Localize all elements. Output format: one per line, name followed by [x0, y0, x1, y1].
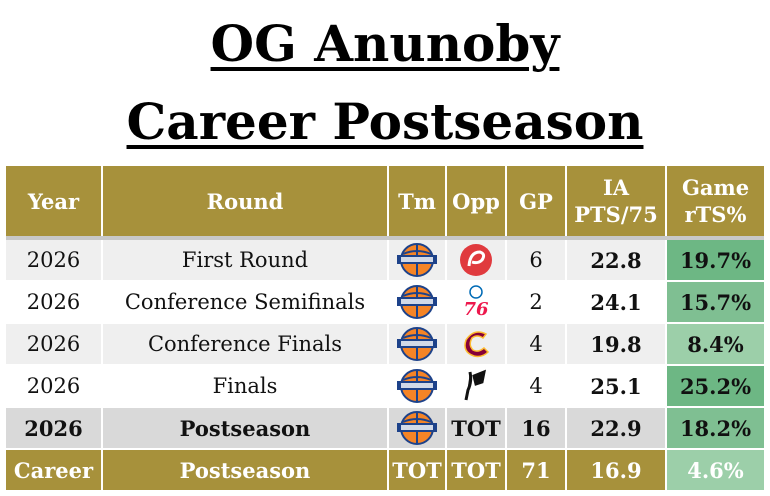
- header-line: IA: [602, 175, 630, 200]
- header-line: rTS%: [684, 202, 747, 227]
- year-cell: 2026: [6, 323, 103, 366]
- table-row: 2026 Conference Finals 4 19.8 8.4%: [6, 323, 764, 366]
- title: OG Anunoby: [210, 14, 560, 73]
- opponent-logo: 76: [463, 285, 489, 320]
- team-logo: [397, 243, 437, 277]
- gp-cell: 4: [506, 365, 567, 408]
- column-header: Opp: [446, 166, 507, 240]
- column-header: Year: [6, 166, 103, 240]
- column-header: Tm: [388, 166, 447, 240]
- ia-cell: 22.8: [566, 238, 667, 282]
- ia-cell: 22.9: [566, 407, 667, 450]
- table-row: 2026 Postseason TOT 16 22.9 18.2%: [6, 407, 764, 450]
- year-cell: 2026: [6, 281, 103, 324]
- round-cell: First Round: [102, 238, 389, 282]
- team-logo: [397, 285, 437, 319]
- opp-cell: [446, 323, 507, 366]
- team-logo: [397, 369, 437, 403]
- round-cell: Finals: [102, 365, 389, 408]
- header-line: Game: [681, 175, 750, 200]
- team-cell: [388, 323, 447, 366]
- header-line: PTS/75: [574, 202, 658, 227]
- gp-cell: 71: [506, 449, 567, 492]
- team-logo: [397, 411, 437, 445]
- year-cell: 2026: [6, 238, 103, 282]
- table-row: 2026 Finals 4 25.1 25.2%: [6, 365, 764, 408]
- round-cell: Conference Semifinals: [102, 281, 389, 324]
- ia-cell: 19.8: [566, 323, 667, 366]
- opp-cell: TOT: [446, 449, 507, 492]
- table-body: 2026 First Round 6 22.8 19.7% 2026 Conference …: [6, 238, 764, 492]
- team-cell: [388, 365, 447, 408]
- rts-cell: 4.6%: [666, 449, 764, 492]
- table-row: 2026 First Round 6 22.8 19.7%: [6, 238, 764, 282]
- ia-cell: 16.9: [566, 449, 667, 492]
- stats-table: Year Round Tm Opp GP IA PTS/75 Game rTS% 2…: [6, 166, 764, 492]
- opponent-logo: [464, 331, 490, 358]
- opponent-logo: [460, 244, 492, 276]
- opp-cell: 76: [446, 281, 507, 324]
- table-row: Career Postseason TOT TOT 71 16.9 4.6%: [6, 449, 764, 492]
- gp-cell: 2: [506, 281, 567, 324]
- svg-text:76: 76: [463, 299, 489, 320]
- rts-cell: 18.2%: [666, 407, 764, 450]
- year-cell: 2026: [6, 365, 103, 408]
- ia-cell: 24.1: [566, 281, 667, 324]
- title: Career Postseason: [126, 92, 644, 151]
- round-cell: Postseason: [102, 449, 389, 492]
- gp-cell: 6: [506, 238, 567, 282]
- team-cell: TOT: [388, 449, 447, 492]
- opp-cell: TOT: [446, 407, 507, 450]
- team-cell: [388, 281, 447, 324]
- rts-cell: 15.7%: [666, 281, 764, 324]
- gp-cell: 16: [506, 407, 567, 450]
- rts-cell: 8.4%: [666, 323, 764, 366]
- opponent-logo: [464, 369, 487, 401]
- year-cell: 2026: [6, 407, 103, 450]
- team-cell: [388, 238, 447, 282]
- rts-cell: 25.2%: [666, 365, 764, 408]
- column-header: Game rTS%: [666, 166, 764, 240]
- ia-cell: 25.1: [566, 365, 667, 408]
- column-header: GP: [506, 166, 567, 240]
- round-cell: Postseason: [102, 407, 389, 450]
- column-header: Round: [102, 166, 389, 240]
- table-row: 2026 Conference Semifinals 76 2 24.1 15.7%: [6, 281, 764, 324]
- team-logo: [397, 327, 437, 361]
- rts-cell: 19.7%: [666, 238, 764, 282]
- opp-cell: [446, 238, 507, 282]
- year-cell: Career: [6, 449, 103, 492]
- team-cell: [388, 407, 447, 450]
- opp-cell: [446, 365, 507, 408]
- column-header: IA PTS/75: [566, 166, 667, 240]
- round-cell: Conference Finals: [102, 323, 389, 366]
- gp-cell: 4: [506, 323, 567, 366]
